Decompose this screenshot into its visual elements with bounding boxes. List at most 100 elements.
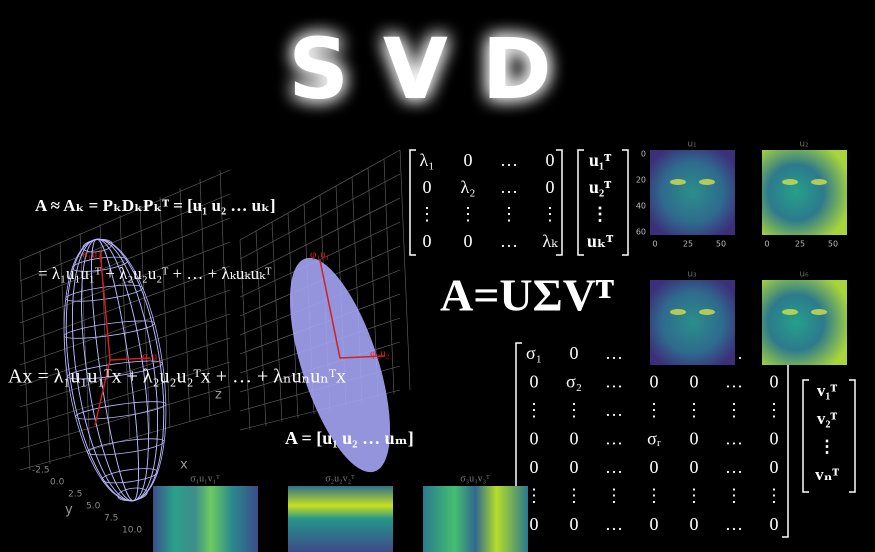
grid-line [271, 221, 283, 423]
matrix-cell: ⋮ [725, 400, 743, 420]
grid-line [19, 385, 231, 450]
matrix-cell: u₂ᵀ [589, 177, 611, 197]
wire-ring [63, 320, 155, 339]
svd-formula: A=UΣVᵀ [440, 270, 614, 321]
grid-line [239, 221, 401, 298]
wire-ring [101, 468, 159, 484]
matrix-cell: … [605, 400, 623, 420]
panel-label: σ₁u₁v₁ᵀ [190, 473, 220, 484]
filled-ellipsoid [289, 257, 391, 473]
vector-label: σ₁u₁ [82, 249, 101, 261]
matrix-cell: λₖ [542, 231, 558, 251]
matrix-cell: 0 [530, 457, 539, 477]
vector-label: φ₂u₂ [370, 348, 390, 360]
matrix-cell: ⋮ [525, 400, 543, 420]
wire-ring [117, 487, 148, 502]
panel-tick: 60 [636, 228, 646, 237]
axis-tick-label: 5.0 [86, 502, 101, 512]
matrix-cell: … [605, 372, 623, 392]
matrix-cell: 0 [770, 457, 779, 477]
grid-line [39, 250, 51, 465]
matrix-cell: 0 [650, 514, 659, 534]
grid-line [219, 169, 231, 411]
matrix-cell: 0 [570, 514, 579, 534]
matrix-cell: 0 [530, 514, 539, 534]
matrix-cell: ⋮ [541, 204, 559, 224]
matrix-cell: … [500, 150, 518, 170]
panel-tick: 0 [764, 240, 769, 249]
matrix-cell: … [725, 429, 743, 449]
matrix-cell: ⋮ [685, 400, 703, 420]
matrix-cell: 0 [770, 429, 779, 449]
formula: A ≈ Aₖ = PₖDₖPₖᵀ = [u₁ u₂ … uₖ] [35, 196, 276, 215]
face-panel [650, 150, 735, 235]
grid-line [255, 230, 267, 427]
grid-line [159, 196, 171, 429]
panel-tick: 0 [652, 240, 657, 249]
matrix-cell: 0 [690, 372, 699, 392]
matrix-cell: 0 [690, 514, 699, 534]
grid-line [239, 173, 401, 260]
grid-line [19, 409, 231, 471]
panel-label: u₃ [687, 270, 697, 280]
panel-tick: 50 [716, 240, 726, 249]
matrix-cell: ⋮ [765, 400, 783, 420]
matrices: λ₁ 0 … 0 0 λ₂ … 0 ⋮ ⋮ ⋮ ⋮ 0 0 … λₖ u₁ᵀ u₂ᵀ ⋮ uₖᵀ σ₁ 0 … 0 0 … 0 0 σ₂… [409, 149, 856, 538]
matrix-cell: 0 [423, 177, 432, 197]
bracket [849, 379, 856, 493]
face-eye [811, 309, 827, 315]
face-eye [782, 179, 798, 185]
matrix-cell: 0 [464, 150, 473, 170]
grid-line [19, 289, 231, 366]
matrix-cell: σ₁ [526, 343, 542, 363]
matrix-cell: 0 [530, 372, 539, 392]
bracket [556, 149, 563, 256]
axis-tick-label: 2.5 [68, 490, 82, 500]
matrix-cell: 0 [464, 231, 473, 251]
matrix-cell: v₂ᵀ [817, 409, 838, 428]
mode-panel [423, 486, 528, 552]
matrix-cell: … [605, 429, 623, 449]
matrix-cell: ⋮ [819, 437, 836, 456]
title: SVD [288, 20, 585, 118]
panel-label: u₂ [799, 140, 809, 150]
panel-label: u₆ [799, 270, 809, 280]
panel-label: σ₂u₂v₂ᵀ [325, 473, 355, 484]
matrix-cell: … [605, 343, 623, 363]
matrix-cell: ⋮ [645, 400, 663, 420]
face-panel [762, 280, 847, 365]
matrix-cell: λ₂ [460, 177, 475, 197]
grid-line [179, 187, 191, 423]
matrix-cell: ⋮ [418, 204, 436, 224]
matrix-cell: vₙᵀ [815, 465, 839, 484]
grid-line [19, 217, 231, 303]
axis-tick-label: 0.0 [50, 478, 65, 488]
face-eye [699, 309, 715, 315]
formula: Ax = λ₁u₁u₁ᵀx + λ₂u₂u₂ᵀx + … + λₙuₙuₙᵀx [8, 366, 346, 388]
matrix-cell: σ₂ [566, 372, 582, 392]
axis-tick-label: 7.5 [104, 514, 118, 524]
mode-panel [153, 486, 258, 552]
face-eye [699, 179, 715, 185]
matrix-cell: … [725, 457, 743, 477]
matrix-cell: ⋮ [725, 486, 743, 506]
matrix-cell: 0 [570, 457, 579, 477]
wire-ring [91, 238, 139, 502]
grid-line [19, 313, 231, 387]
matrix-cell: 0 [690, 457, 699, 477]
grid-line [239, 197, 401, 279]
face-panel [762, 150, 847, 235]
vector-label: φ₁u₁ [310, 249, 330, 261]
matrix-cell: 0 [570, 343, 579, 363]
matrix-cell: 0 [423, 231, 432, 251]
panel-tick: 25 [683, 240, 693, 249]
grid-line [19, 265, 231, 345]
matrix-cell: ⋮ [645, 486, 663, 506]
matrix-cell: ⋮ [565, 400, 583, 420]
bracket [409, 149, 416, 256]
matrix-cell: 0 [650, 372, 659, 392]
grid-line [19, 361, 231, 429]
matrix-cell: 0 [690, 429, 699, 449]
